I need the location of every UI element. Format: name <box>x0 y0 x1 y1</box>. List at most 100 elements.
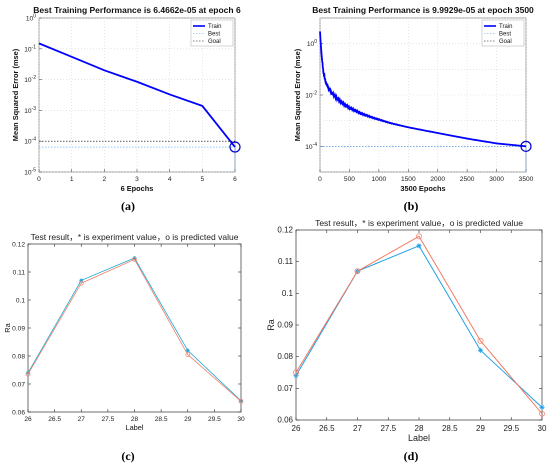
x-tick-label: 6 <box>233 176 237 183</box>
x-tick-label: 3500 <box>519 176 534 183</box>
x-tick-label: 1500 <box>401 176 416 183</box>
x-axis-label: 6 Epochs <box>121 184 154 193</box>
predicted-point <box>416 233 422 240</box>
experiment-point <box>132 256 137 260</box>
y-tick-label: 0.1 <box>16 298 25 305</box>
y-tick-label: 0.11 <box>278 257 294 266</box>
legend-goal-label: Goal <box>208 39 221 45</box>
x-tick-label: 1 <box>70 176 74 183</box>
x-tick-label: 30 <box>237 416 245 423</box>
y-tick-label: 0.07 <box>12 382 25 389</box>
legend-box <box>190 19 234 47</box>
legend-goal-label: Goal <box>499 39 512 45</box>
y-tick-label: 0.1 <box>282 289 294 298</box>
x-axis-label: 3500 Epochs <box>400 184 445 193</box>
x-tick-label: 5 <box>200 176 204 183</box>
y-tick-label: 10-3 <box>24 106 36 115</box>
y-tick-label: 10-5 <box>24 168 36 177</box>
y-tick-label: 100 <box>26 14 36 23</box>
x-axis-label: Label <box>408 433 430 443</box>
predicted-point <box>293 369 299 376</box>
experiment-point <box>416 243 422 249</box>
x-tick-label: 2 <box>102 176 106 183</box>
y-tick-label: 10-2 <box>305 91 317 100</box>
x-tick-label: 26 <box>292 424 301 433</box>
y-tick-label: 0.12 <box>277 226 293 235</box>
predicted-point <box>539 410 545 417</box>
experiment-point <box>26 370 30 375</box>
x-tick-label: 28.5 <box>442 424 458 433</box>
y-tick-label: 10-1 <box>24 44 36 53</box>
panel-c: 26 26.5 27 27.5 28 28.5 29 29.5 30 0.06 0.07 0.08 0.… <box>3 232 245 432</box>
legend-train-label: Train <box>208 24 221 30</box>
predicted-point <box>185 352 191 357</box>
predicted-series-line <box>295 235 543 414</box>
caption-d: (d) <box>404 449 419 463</box>
y-axis-label: Ra <box>3 322 12 332</box>
x-tick-label: 4 <box>168 176 172 183</box>
chart-title: Best Training Performance is 9.9929e-05 … <box>312 5 534 15</box>
x-tick-label: 28 <box>131 416 139 423</box>
x-tick-label: 29 <box>476 424 485 433</box>
best-marker <box>520 140 532 152</box>
y-axis-label: Mean Squared Error (mse) <box>293 48 302 141</box>
experiment-point <box>293 373 299 379</box>
x-tick-label: 29.5 <box>503 424 519 433</box>
caption-a: (a) <box>121 199 135 213</box>
plot-area <box>27 243 242 413</box>
x-tick-label: 26.5 <box>319 424 335 433</box>
x-tick-label: 27.5 <box>101 416 114 423</box>
x-tick-label: 30 <box>538 424 547 433</box>
x-tick-label: 1000 <box>372 176 387 183</box>
panel-b: 0 500 1000 1500 2000 2500 3000 3500 100 10-2 10-4 B… <box>293 5 534 193</box>
x-tick-label: 500 <box>344 176 355 183</box>
predicted-series-line <box>27 258 242 402</box>
legend-box <box>481 19 525 47</box>
legend-train-label: Train <box>499 24 512 30</box>
y-tick-label: 10-2 <box>24 75 36 84</box>
chart-title: Best Training Performance is 6.4662e-05 … <box>33 5 241 15</box>
x-tick-label: 27.5 <box>380 424 396 433</box>
y-tick-label: 10-4 <box>24 137 36 146</box>
experiment-point <box>185 348 190 353</box>
experiment-point <box>477 347 484 353</box>
y-tick-label: 100 <box>307 39 317 48</box>
predicted-point <box>354 268 361 275</box>
x-axis-label: Label <box>125 423 143 432</box>
predicted-point <box>477 337 484 344</box>
caption-b: (b) <box>404 199 419 213</box>
y-tick-label: 0.09 <box>12 326 25 333</box>
x-tick-label: 2500 <box>460 176 475 183</box>
predicted-point <box>132 257 137 262</box>
predicted-point <box>238 399 244 404</box>
y-tick-label: 0.12 <box>12 242 25 249</box>
experiment-point <box>539 404 545 410</box>
y-axis-label: Mean Squared Error (mse) <box>11 48 20 141</box>
y-tick-label: 0.07 <box>277 384 293 393</box>
y-tick-label: 0.11 <box>13 270 26 277</box>
x-tick-label: 28.5 <box>155 416 168 423</box>
x-tick-label: 0 <box>318 176 322 183</box>
x-tick-label: 27 <box>353 424 362 433</box>
x-tick-label: 3000 <box>489 176 504 183</box>
y-tick-label: 0.08 <box>277 352 293 361</box>
caption-c: (c) <box>121 449 134 463</box>
x-tick-label: 28 <box>415 424 424 433</box>
x-tick-label: 2000 <box>430 176 445 183</box>
y-axis-label: Ra <box>266 319 276 331</box>
predicted-point <box>78 280 84 286</box>
x-tick-label: 26.5 <box>48 416 61 423</box>
panel-a: 0 1 2 3 4 5 6 100 10-1 10-2 10-3 10-4 10-5 Best Train… <box>11 5 241 193</box>
y-tick-label: 0.08 <box>12 354 25 361</box>
train-series-line <box>319 31 527 148</box>
x-tick-label: 0 <box>37 176 41 183</box>
legend-best-label: Best <box>499 32 511 38</box>
train-series-line <box>38 42 236 148</box>
predicted-point <box>25 371 31 377</box>
best-marker <box>229 141 241 153</box>
x-tick-label: 27 <box>78 416 86 423</box>
x-tick-label: 3 <box>135 176 139 183</box>
y-tick-label: 0.06 <box>277 416 293 425</box>
y-tick-label: 0.06 <box>12 410 25 417</box>
